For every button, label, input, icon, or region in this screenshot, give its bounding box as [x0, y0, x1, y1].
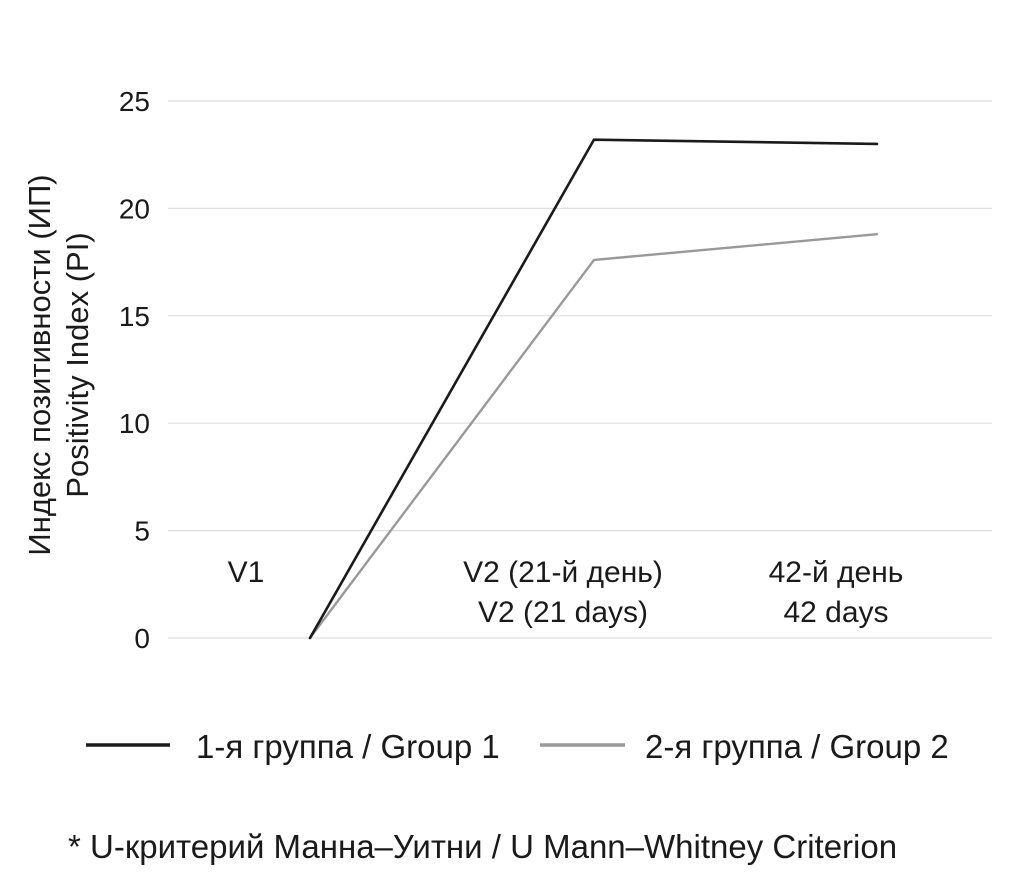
y-tick-label: 25 [119, 86, 150, 117]
series-line-group-1 [308, 138, 879, 640]
footnote: * U-критерий Манна–Уитни / U Mann–Whitne… [68, 828, 897, 865]
legend: 1-я группа / Group 1 2-я группа / Group 2 [86, 728, 949, 765]
y-tick-label: 5 [134, 516, 150, 547]
series-lines [308, 138, 879, 640]
x-category-label-secondary: 42 days [783, 596, 888, 629]
series-line-group-2 [308, 232, 879, 640]
x-axis-categories: V1 V2 (21-й день) V2 (21 days) 42-й день 42 … [228, 556, 904, 629]
y-axis-title-line1: Индекс позитивности (ИП) [22, 174, 57, 555]
y-tick-label: 15 [119, 301, 150, 332]
gridlines [168, 100, 992, 639]
x-category-label: V2 (21-й день) [463, 556, 663, 589]
legend-label-group-1: 1-я группа / Group 1 [196, 728, 500, 765]
x-category-label: 42-й день [769, 556, 904, 589]
y-tick-label: 10 [119, 408, 150, 439]
y-tick-label: 0 [134, 623, 150, 654]
y-axis-ticks: 0 5 10 15 20 25 [119, 86, 150, 654]
y-tick-label: 20 [119, 193, 150, 224]
x-category-label: V1 [228, 556, 265, 589]
x-category-label-secondary: V2 (21 days) [478, 596, 648, 629]
y-axis-title-line2: Positivity Index (PI) [60, 232, 95, 497]
legend-label-group-2: 2-я группа / Group 2 [645, 728, 949, 765]
